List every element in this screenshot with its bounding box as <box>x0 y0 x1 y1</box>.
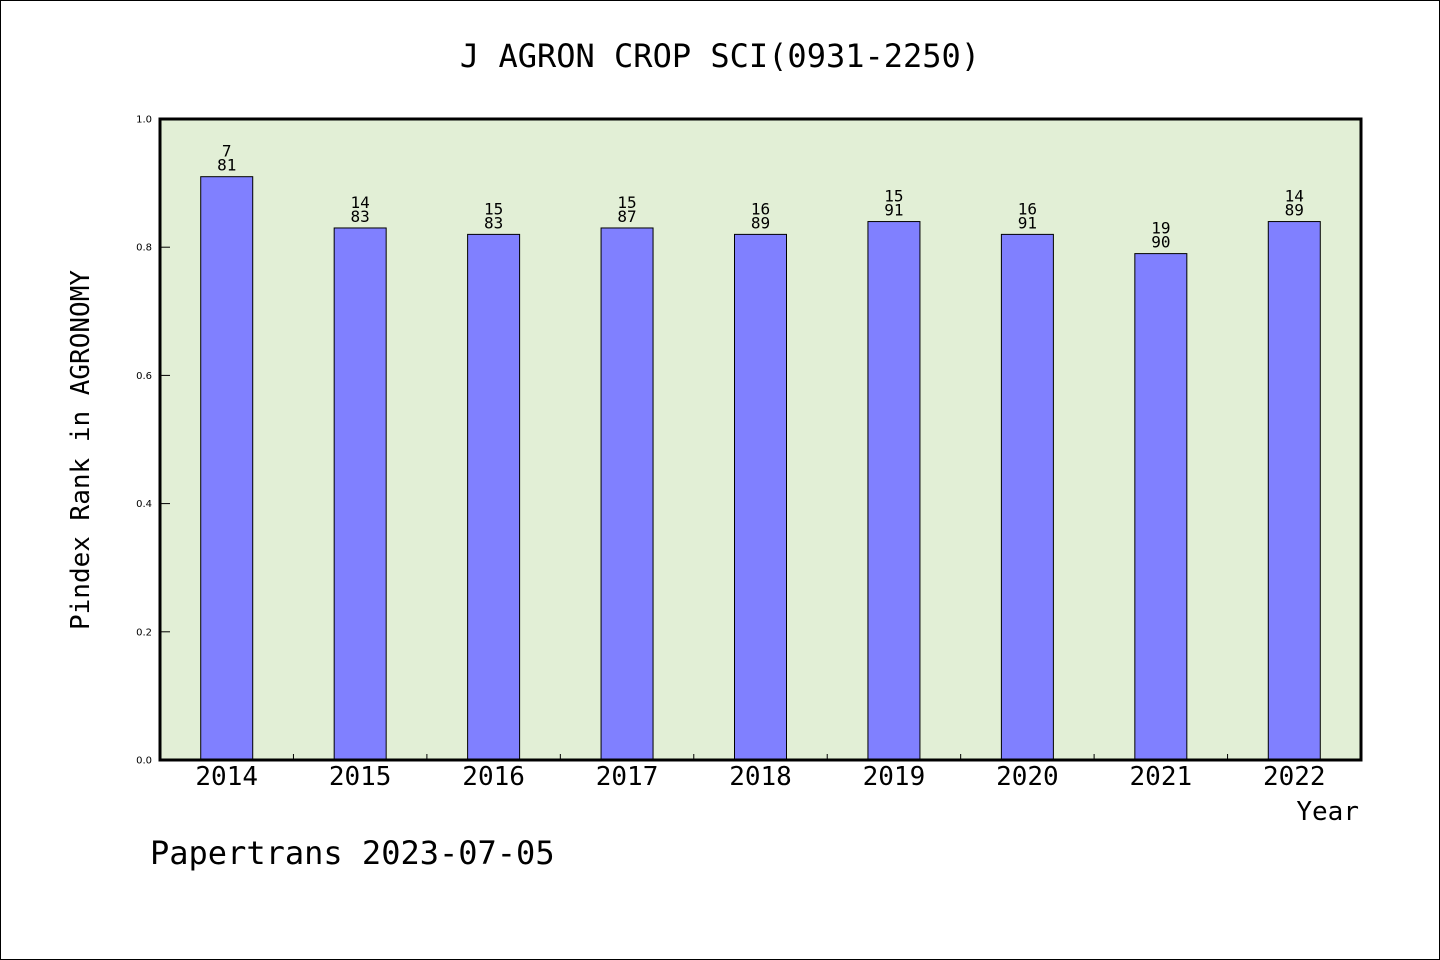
x-tick-label: 2019 <box>863 762 926 792</box>
bar <box>1267 221 1321 761</box>
x-axis-ticks: 2014 2015 2016 2017 2018 2019 2020 2021 2022 <box>195 754 1326 792</box>
x-tick-label: 2022 <box>1263 762 1326 792</box>
x-axis-label: Year <box>1296 797 1359 827</box>
bar-rank-label: 15 <box>617 193 636 212</box>
y-axis-label: Pindex Rank in AGRONOMY <box>66 270 96 630</box>
x-tick-label: 2020 <box>996 762 1059 792</box>
bar <box>867 221 921 761</box>
bar-rank-label: 15 <box>884 187 903 206</box>
bar <box>333 227 387 761</box>
y-tick-label: 0.0 <box>136 756 152 767</box>
bar-rank-label: 16 <box>751 199 770 218</box>
bar <box>467 233 521 761</box>
x-tick-label: 2015 <box>329 762 392 792</box>
y-tick-label: 0.8 <box>136 243 152 254</box>
bar-total-label: 83 <box>484 213 503 232</box>
bar-rank-label: 16 <box>1018 199 1037 218</box>
x-tick-label: 2021 <box>1130 762 1193 792</box>
x-tick-label: 2017 <box>596 762 659 792</box>
y-axis-ticks: 0.0 0.2 0.4 0.6 0.8 1.0 <box>136 115 170 767</box>
bar-rank-label: 15 <box>484 199 503 218</box>
bar-total-label: 87 <box>617 207 636 226</box>
x-tick-label: 2014 <box>195 762 258 792</box>
bar-total-label: 89 <box>751 213 770 232</box>
y-tick-label: 1.0 <box>136 115 152 126</box>
bar <box>1000 233 1054 761</box>
bar <box>1134 253 1188 761</box>
bar-rank-label: 7 <box>222 142 232 161</box>
bars-group <box>200 176 1321 761</box>
y-tick-label: 0.4 <box>136 499 152 510</box>
x-tick-label: 2016 <box>462 762 525 792</box>
bar <box>200 176 254 761</box>
y-tick-label: 0.2 <box>136 627 152 638</box>
bar-total-label: 90 <box>1151 233 1170 252</box>
bar-total-label: 91 <box>1018 213 1037 232</box>
footer-date: Papertrans 2023-07-05 <box>150 834 555 872</box>
bar-total-label: 89 <box>1285 201 1304 220</box>
y-tick-label: 0.6 <box>136 371 152 382</box>
bar-total-label: 83 <box>351 207 370 226</box>
bar-total-label: 91 <box>884 201 903 220</box>
bar-rank-label: 14 <box>351 193 370 212</box>
chart-title: J AGRON CROP SCI(0931-2250) <box>460 37 980 75</box>
bar <box>600 227 654 761</box>
bar-total-label: 81 <box>217 156 236 175</box>
bar-rank-label: 14 <box>1285 187 1304 206</box>
bar-rank-label: 19 <box>1151 219 1170 238</box>
x-tick-label: 2018 <box>729 762 792 792</box>
plot-border <box>158 117 1363 762</box>
bar <box>734 233 787 761</box>
